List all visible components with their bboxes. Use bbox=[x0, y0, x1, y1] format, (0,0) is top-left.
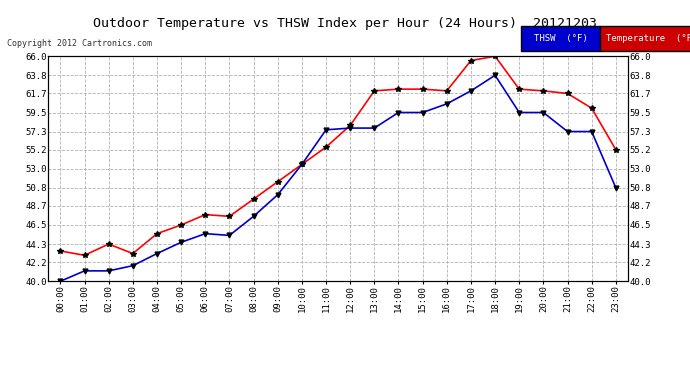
Text: Outdoor Temperature vs THSW Index per Hour (24 Hours)  20121203: Outdoor Temperature vs THSW Index per Ho… bbox=[93, 17, 597, 30]
Text: Temperature  (°F): Temperature (°F) bbox=[606, 34, 690, 43]
Text: THSW  (°F): THSW (°F) bbox=[534, 34, 587, 43]
Text: Copyright 2012 Cartronics.com: Copyright 2012 Cartronics.com bbox=[7, 39, 152, 48]
